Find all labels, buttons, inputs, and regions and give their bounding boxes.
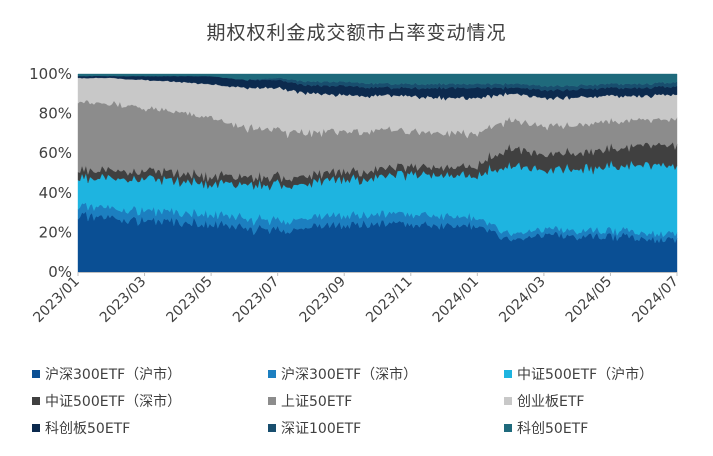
y-tick-label: 0% (48, 263, 72, 281)
y-tick-label: 100% (29, 65, 72, 83)
x-tick-label: 2024/03 (496, 274, 548, 326)
legend-swatch (504, 424, 512, 432)
x-tick-label: 2024/01 (430, 274, 482, 326)
x-tick-label: 2023/09 (297, 274, 349, 326)
legend-item: 上证50ETF (268, 391, 504, 411)
legend-label: 中证500ETF（沪市） (517, 367, 654, 383)
y-tick-label: 60% (39, 144, 72, 162)
legend-item: 创业板ETF (504, 391, 704, 411)
legend-label: 中证500ETF（深市） (45, 394, 182, 410)
chart-area: 0% 20% 40% 60% 80% 100% 2023/01 2023/03 2023/05 2… (29, 65, 682, 326)
legend-item: 中证500ETF（沪市） (504, 364, 704, 384)
stacked-areas (77, 73, 678, 273)
legend-label: 深证100ETF (281, 421, 362, 437)
legend-label: 沪深300ETF（沪市） (45, 367, 182, 383)
legend-item: 深证100ETF (268, 418, 504, 438)
legend-swatch (268, 424, 276, 432)
legend-swatch (32, 370, 40, 378)
y-tick-label: 20% (39, 223, 72, 241)
legend-item: 科创50ETF (504, 418, 704, 438)
x-tick-label: 2023/07 (230, 274, 282, 326)
legend-swatch (32, 397, 40, 405)
legend-item: 科创板50ETF (32, 418, 268, 438)
legend-label: 沪深300ETF（深市） (281, 367, 418, 383)
x-tick-label: 2023/05 (163, 274, 215, 326)
area-series-8 (77, 73, 678, 88)
x-tick-label: 2024/05 (563, 274, 615, 326)
y-tick-label: 80% (39, 105, 72, 123)
legend-label: 科创板50ETF (45, 421, 131, 437)
legend-label: 创业板ETF (517, 394, 585, 410)
legend-swatch (268, 370, 276, 378)
legend: 沪深300ETF（沪市） 沪深300ETF（深市） 中证500ETF（沪市） 中证50… (32, 364, 702, 438)
legend-swatch (268, 397, 276, 405)
legend-label: 上证50ETF (281, 394, 353, 410)
legend-swatch (504, 370, 512, 378)
legend-item: 沪深300ETF（沪市） (32, 364, 268, 384)
legend-label: 科创50ETF (517, 421, 589, 437)
legend-swatch (504, 397, 512, 405)
legend-swatch (32, 424, 40, 432)
x-tick-label: 2023/03 (97, 274, 149, 326)
x-tick-label: 2023/01 (30, 274, 82, 326)
x-tick-label: 2024/07 (629, 274, 681, 326)
legend-item: 中证500ETF（深市） (32, 391, 268, 411)
legend-item: 沪深300ETF（深市） (268, 364, 504, 384)
y-tick-label: 40% (39, 184, 72, 202)
x-tick-label: 2023/11 (363, 274, 415, 326)
chart-title: 期权权利金成交额市占率变动情况 (206, 22, 507, 44)
